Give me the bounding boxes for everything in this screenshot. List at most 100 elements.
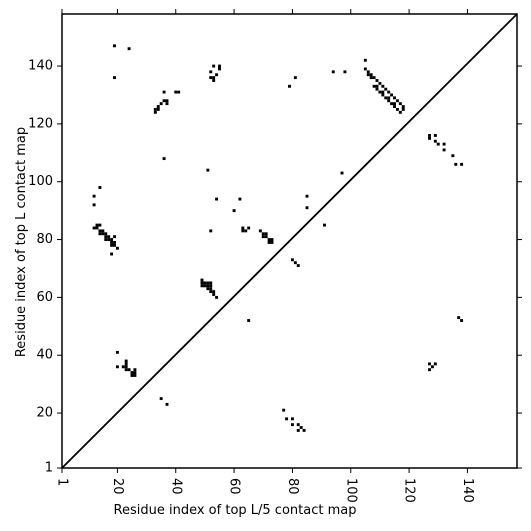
- contact-point: [209, 287, 213, 291]
- y-tick-label: 100: [28, 174, 53, 189]
- contact-point: [302, 428, 306, 432]
- contact-point: [104, 238, 108, 241]
- contact-point: [215, 197, 219, 201]
- contact-point: [270, 238, 274, 241]
- contact-point: [212, 64, 216, 68]
- contact-point: [124, 365, 128, 369]
- contact-point: [460, 162, 464, 166]
- contact-point: [323, 223, 326, 227]
- contact-point: [162, 90, 166, 94]
- contact-point: [95, 223, 99, 227]
- contact-point: [395, 107, 399, 111]
- contact-point: [393, 96, 396, 100]
- x-axis-label: Residue index of top L/5 contact map: [114, 503, 357, 518]
- contact-point: [241, 226, 245, 230]
- contact-point: [247, 319, 251, 322]
- contact-point: [264, 235, 268, 239]
- x-tick-label: 100: [343, 478, 358, 503]
- contact-point: [454, 162, 458, 166]
- contact-point: [296, 428, 300, 432]
- contact-point: [390, 93, 394, 97]
- contact-point: [290, 423, 294, 427]
- contact-point: [381, 84, 385, 88]
- contact-point: [261, 232, 265, 236]
- contact-point: [162, 99, 166, 103]
- contact-point: [133, 368, 137, 372]
- contact-point: [107, 238, 111, 241]
- contact-point: [215, 73, 219, 77]
- contact-point: [258, 229, 262, 233]
- contact-point: [95, 226, 99, 230]
- x-tick-label: 40: [168, 478, 183, 495]
- contact-point: [130, 371, 134, 375]
- contact-point: [113, 243, 116, 247]
- contact-point: [340, 171, 344, 175]
- contact-point: [133, 374, 137, 377]
- contact-point: [159, 397, 163, 401]
- contact-point: [372, 76, 376, 80]
- contact-point: [115, 365, 119, 369]
- contact-point: [387, 96, 391, 100]
- contact-point: [215, 295, 219, 299]
- contact-point: [200, 281, 204, 285]
- contact-point: [267, 241, 271, 244]
- contact-point: [244, 229, 248, 233]
- contact-point: [282, 408, 286, 412]
- contact-point: [209, 76, 213, 80]
- contact-point: [288, 84, 291, 88]
- contact-point: [378, 81, 382, 85]
- contact-point: [98, 223, 102, 227]
- contact-point: [381, 93, 385, 97]
- contact-point: [98, 232, 102, 236]
- contact-point: [115, 350, 119, 354]
- contact-point: [121, 365, 125, 369]
- contact-point: [110, 243, 114, 247]
- contact-point: [206, 287, 210, 291]
- plot-frame: [61, 13, 518, 469]
- y-axis-label: Residue index of top L contact map: [14, 127, 29, 357]
- y-tick-label: 80: [36, 232, 53, 247]
- contact-point: [381, 90, 385, 94]
- contact-point: [124, 362, 128, 366]
- contact-point: [218, 67, 221, 71]
- contact-point: [436, 142, 440, 146]
- contact-point: [156, 105, 160, 108]
- contact-point: [92, 194, 96, 198]
- contact-point: [375, 84, 379, 88]
- contact-point: [133, 371, 137, 375]
- contact-point: [390, 102, 394, 106]
- contact-point: [113, 235, 116, 239]
- y-tick-label: 140: [28, 59, 53, 74]
- contact-point: [200, 284, 204, 288]
- contact-point: [153, 107, 157, 111]
- contact-point: [212, 79, 216, 82]
- diagonal-line: [61, 13, 518, 469]
- contact-point: [293, 261, 297, 265]
- contact-points: [92, 44, 464, 432]
- contact-point: [101, 229, 105, 233]
- contact-point: [209, 281, 213, 285]
- contact-point: [428, 368, 431, 372]
- contact-point: [401, 105, 405, 108]
- contact-point: [232, 209, 236, 213]
- contact-point: [369, 76, 373, 80]
- contact-point: [124, 359, 128, 363]
- contact-point: [209, 70, 213, 74]
- contact-point: [305, 206, 309, 210]
- contact-point: [162, 157, 166, 161]
- contact-point: [375, 87, 379, 91]
- x-tick-label: 140: [460, 478, 475, 503]
- contact-point: [384, 96, 388, 100]
- contact-point: [285, 417, 289, 421]
- contact-point: [366, 73, 370, 77]
- contact-point: [442, 142, 446, 146]
- contact-point: [375, 79, 379, 82]
- contact-point: [165, 102, 169, 106]
- y-tick-label: 60: [36, 290, 53, 305]
- contact-point: [113, 76, 116, 80]
- contact-point: [372, 84, 376, 88]
- contact-point: [433, 362, 437, 366]
- contact-point: [200, 278, 204, 282]
- y-tick-label: 120: [28, 116, 53, 131]
